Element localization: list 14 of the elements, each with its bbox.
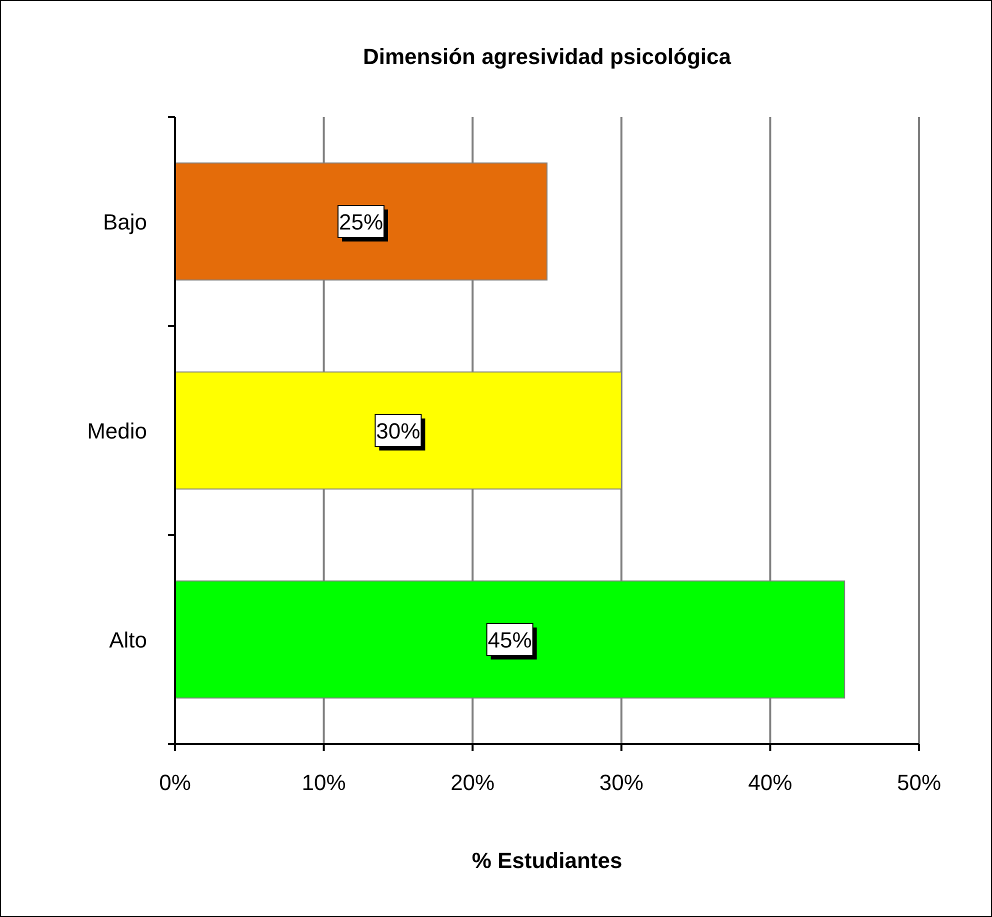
- x-tick-label: 30%: [599, 770, 644, 795]
- data-label: 25%: [338, 210, 384, 234]
- chart-title: Dimensión agresividad psicológica: [363, 44, 732, 69]
- data-label: 30%: [376, 418, 420, 444]
- data-label: 45%: [488, 628, 532, 652]
- x-tick-label: 40%: [748, 770, 792, 795]
- x-tick-label: 0%: [159, 770, 191, 795]
- y-tick-label: Medio: [87, 418, 147, 444]
- x-tick-label: 10%: [302, 770, 346, 795]
- x-tick-label: 20%: [450, 770, 495, 795]
- x-axis-title: % Estudiantes: [472, 848, 622, 873]
- x-tick-label: 50%: [896, 770, 942, 795]
- y-tick-label: Alto: [109, 628, 147, 652]
- y-tick-label: Bajo: [102, 210, 147, 234]
